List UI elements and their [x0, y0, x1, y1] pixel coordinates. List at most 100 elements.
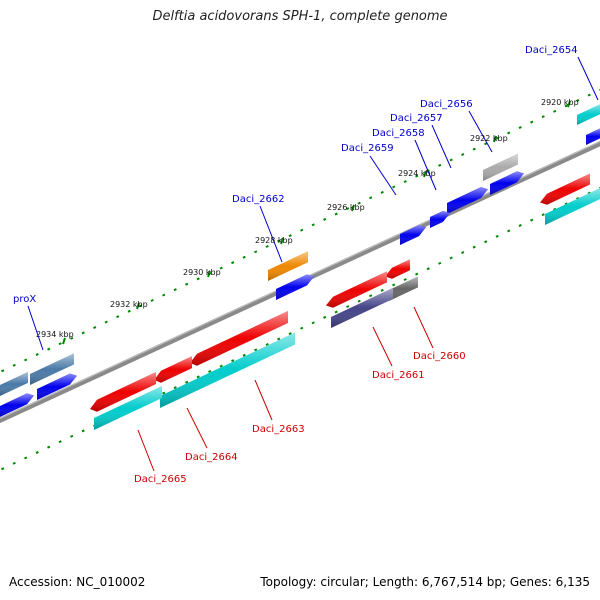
- gene-prox-blue[interactable]: [37, 373, 77, 400]
- tick-mark: [311, 223, 315, 227]
- tick-mark: [438, 163, 442, 167]
- leader-daci-2660: [413, 306, 434, 349]
- gene-daci-2654-cyan[interactable]: [577, 104, 600, 125]
- inner-tick-ring: [1, 186, 600, 471]
- tick-mark: [254, 348, 258, 352]
- major-tick: [136, 302, 140, 310]
- gene-daci-2664[interactable]: [154, 356, 192, 383]
- gene-grey[interactable]: [483, 153, 518, 181]
- gene-label-daci-2659[interactable]: Daci_2659: [341, 143, 394, 154]
- tick-mark: [265, 244, 269, 248]
- tick-mark: [576, 197, 580, 200]
- tick-mark: [346, 207, 350, 211]
- gene-daci-2657[interactable]: [447, 187, 488, 214]
- kbp-label-2928: 2928 kbp: [255, 236, 293, 245]
- tick-mark: [587, 93, 591, 97]
- gene-red-small[interactable]: [385, 259, 410, 279]
- tick-mark: [449, 158, 453, 162]
- tick-mark: [518, 224, 522, 227]
- tick-mark: [403, 278, 407, 282]
- gene-label-daci-2654[interactable]: Daci_2654: [525, 45, 578, 56]
- tick-mark: [449, 256, 453, 260]
- tick-mark: [461, 251, 465, 255]
- gene-red-right-1[interactable]: [540, 173, 590, 205]
- tick-mark: [35, 451, 39, 454]
- tick-mark: [70, 336, 74, 340]
- gene-daci-2663-red[interactable]: [190, 310, 288, 366]
- tick-mark: [81, 331, 85, 335]
- gene-shading: [154, 356, 192, 383]
- gene-label-daci-2660[interactable]: Daci_2660: [413, 351, 466, 362]
- gene-label-daci-2661[interactable]: Daci_2661: [372, 370, 425, 381]
- gene-label-daci-2664[interactable]: Daci_2664: [185, 452, 238, 463]
- tick-mark: [116, 315, 120, 319]
- tick-mark: [415, 174, 419, 178]
- gene-shading: [389, 276, 418, 301]
- gene-label-daci-2665[interactable]: Daci_2665: [134, 474, 187, 485]
- gene-label-prox[interactable]: proX: [13, 294, 36, 305]
- gene-daci-2660[interactable]: [389, 276, 418, 301]
- tick-mark: [438, 261, 442, 265]
- gene-daci-2654-blue[interactable]: [586, 128, 600, 145]
- tick-mark: [162, 293, 166, 297]
- tick-mark: [277, 239, 281, 243]
- tick-mark: [277, 337, 281, 341]
- accession-text: Accession: NC_010002: [9, 575, 146, 589]
- tick-mark: [472, 147, 476, 151]
- tick-mark: [196, 375, 200, 379]
- gene-shading: [160, 332, 295, 408]
- gene-features: [0, 104, 600, 430]
- kbp-label-2924: 2924 kbp: [398, 169, 436, 178]
- gene-blue-left[interactable]: [0, 393, 34, 417]
- tick-mark: [576, 99, 580, 102]
- tick-mark: [300, 326, 304, 330]
- kbp-label-2934: 2934 kbp: [36, 330, 74, 339]
- tick-mark: [219, 266, 223, 270]
- gene-steelblue-left[interactable]: [0, 371, 28, 396]
- gene-label-daci-2663[interactable]: Daci_2663: [252, 424, 305, 435]
- tick-mark: [403, 180, 407, 184]
- tick-mark: [484, 142, 488, 146]
- gene-daci-2665-cyan[interactable]: [94, 386, 162, 430]
- leader-daci-2664: [186, 407, 208, 449]
- kbp-label-2930: 2930 kbp: [183, 268, 221, 277]
- tick-mark: [24, 358, 28, 362]
- gene-daci-2656[interactable]: [490, 171, 524, 195]
- gene-daci-2665-red[interactable]: [90, 371, 156, 412]
- tick-mark: [1, 467, 5, 471]
- leader-daci-2665: [137, 429, 155, 472]
- tick-mark: [587, 191, 591, 195]
- major-tick: [493, 135, 497, 143]
- gene-daci-2662-blue[interactable]: [276, 274, 314, 300]
- gene-daci-2663-cyan[interactable]: [160, 332, 295, 408]
- gene-label-daci-2662[interactable]: Daci_2662: [232, 194, 285, 205]
- gene-daci-2661-slate[interactable]: [331, 287, 393, 328]
- leader-daci-2656: [468, 110, 493, 153]
- gene-label-daci-2656[interactable]: Daci_2656: [420, 99, 473, 110]
- gene-daci-2658[interactable]: [430, 210, 450, 228]
- gene-label-daci-2657[interactable]: Daci_2657: [390, 113, 443, 124]
- tick-mark: [12, 461, 16, 465]
- tick-mark: [242, 255, 246, 259]
- tick-mark: [553, 207, 557, 211]
- gene-prox-steelblue[interactable]: [30, 353, 74, 385]
- tick-mark: [12, 363, 16, 367]
- tick-mark: [392, 283, 396, 287]
- kbp-label-2920: 2920 kbp: [541, 98, 579, 107]
- gene-daci-2659[interactable]: [400, 225, 426, 245]
- gene-cyan-right[interactable]: [545, 188, 600, 225]
- gene-shading: [331, 287, 393, 328]
- gene-label-daci-2658[interactable]: Daci_2658: [372, 128, 425, 139]
- leader-daci-2663: [254, 379, 273, 421]
- tick-mark: [288, 332, 292, 336]
- tick-mark: [70, 434, 74, 438]
- gene-shading: [190, 310, 288, 366]
- gene-daci-2662-orange[interactable]: [268, 251, 308, 281]
- tick-mark: [380, 190, 384, 194]
- gene-daci-2661-red[interactable]: [326, 271, 387, 308]
- gene-shading: [430, 210, 450, 228]
- tick-mark: [185, 380, 189, 384]
- tick-mark: [47, 347, 51, 351]
